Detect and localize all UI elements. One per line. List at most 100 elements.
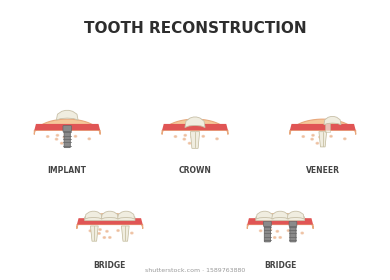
FancyBboxPatch shape bbox=[264, 225, 271, 242]
Circle shape bbox=[106, 230, 108, 232]
Point bbox=[287, 232, 292, 235]
Text: shutterstock.com · 1589763880: shutterstock.com · 1589763880 bbox=[145, 268, 245, 273]
Circle shape bbox=[194, 142, 196, 144]
Circle shape bbox=[319, 136, 321, 138]
Circle shape bbox=[269, 229, 271, 230]
Circle shape bbox=[276, 230, 278, 232]
Circle shape bbox=[202, 136, 204, 137]
Circle shape bbox=[287, 230, 290, 231]
Circle shape bbox=[183, 138, 186, 140]
Circle shape bbox=[109, 237, 111, 238]
Polygon shape bbox=[121, 226, 129, 241]
Polygon shape bbox=[290, 124, 356, 130]
Point bbox=[294, 228, 299, 232]
Point bbox=[287, 238, 292, 242]
Point bbox=[269, 228, 273, 232]
Polygon shape bbox=[185, 117, 205, 127]
Polygon shape bbox=[77, 213, 143, 229]
Circle shape bbox=[302, 136, 305, 137]
FancyBboxPatch shape bbox=[290, 225, 296, 242]
Point bbox=[294, 238, 299, 242]
Point bbox=[294, 225, 299, 228]
Point bbox=[262, 228, 266, 232]
Point bbox=[69, 137, 73, 141]
Circle shape bbox=[188, 143, 191, 144]
Polygon shape bbox=[90, 226, 98, 241]
Polygon shape bbox=[190, 132, 200, 148]
Circle shape bbox=[46, 136, 49, 137]
Circle shape bbox=[322, 142, 324, 144]
Polygon shape bbox=[319, 132, 327, 147]
Point bbox=[287, 225, 292, 228]
Text: CROWN: CROWN bbox=[179, 166, 211, 175]
Point bbox=[287, 235, 292, 238]
Polygon shape bbox=[162, 124, 228, 130]
Circle shape bbox=[311, 138, 313, 140]
Polygon shape bbox=[162, 119, 228, 134]
Circle shape bbox=[74, 136, 77, 137]
Point bbox=[69, 144, 73, 147]
Point bbox=[61, 131, 66, 134]
Circle shape bbox=[88, 138, 90, 140]
Circle shape bbox=[268, 233, 271, 234]
FancyBboxPatch shape bbox=[64, 131, 70, 148]
Text: TOOTH RECONSTRUCTION: TOOTH RECONSTRUCTION bbox=[84, 21, 306, 36]
Point bbox=[69, 131, 73, 134]
Circle shape bbox=[312, 134, 314, 136]
Polygon shape bbox=[290, 119, 356, 134]
FancyBboxPatch shape bbox=[256, 217, 305, 221]
Circle shape bbox=[56, 134, 58, 136]
Point bbox=[269, 232, 273, 235]
Text: IMPLANT: IMPLANT bbox=[48, 166, 87, 175]
Circle shape bbox=[117, 230, 119, 231]
Point bbox=[61, 134, 66, 137]
Point bbox=[262, 225, 266, 228]
Point bbox=[61, 137, 66, 141]
Polygon shape bbox=[324, 116, 341, 125]
Point bbox=[269, 238, 273, 242]
Circle shape bbox=[89, 230, 91, 232]
Polygon shape bbox=[77, 218, 143, 225]
Circle shape bbox=[279, 237, 282, 238]
Text: BRIDGE: BRIDGE bbox=[264, 261, 296, 270]
Point bbox=[69, 134, 73, 137]
FancyBboxPatch shape bbox=[63, 126, 71, 132]
Circle shape bbox=[55, 138, 58, 140]
FancyBboxPatch shape bbox=[85, 217, 135, 221]
FancyBboxPatch shape bbox=[264, 221, 271, 227]
Circle shape bbox=[259, 230, 262, 232]
Polygon shape bbox=[256, 211, 273, 219]
Circle shape bbox=[301, 232, 303, 234]
Point bbox=[287, 228, 292, 232]
Point bbox=[61, 141, 66, 144]
Point bbox=[262, 235, 266, 238]
Point bbox=[61, 144, 66, 147]
Circle shape bbox=[99, 229, 101, 230]
Circle shape bbox=[191, 136, 193, 138]
Circle shape bbox=[131, 232, 133, 234]
Text: BRIDGE: BRIDGE bbox=[94, 261, 126, 270]
Circle shape bbox=[184, 134, 186, 136]
Circle shape bbox=[60, 143, 63, 144]
Circle shape bbox=[174, 136, 177, 137]
Point bbox=[294, 235, 299, 238]
Circle shape bbox=[98, 233, 100, 234]
Point bbox=[294, 232, 299, 235]
Polygon shape bbox=[287, 211, 304, 219]
Point bbox=[262, 232, 266, 235]
Circle shape bbox=[344, 138, 346, 140]
Polygon shape bbox=[272, 211, 289, 219]
Point bbox=[269, 225, 273, 228]
Polygon shape bbox=[325, 123, 330, 132]
Polygon shape bbox=[34, 119, 100, 134]
Polygon shape bbox=[34, 124, 100, 130]
Polygon shape bbox=[117, 211, 135, 219]
Point bbox=[69, 141, 73, 144]
Point bbox=[262, 238, 266, 242]
Point bbox=[269, 235, 273, 238]
Text: VENEER: VENEER bbox=[306, 166, 340, 175]
Circle shape bbox=[216, 138, 218, 140]
Circle shape bbox=[63, 136, 66, 138]
Polygon shape bbox=[101, 211, 118, 219]
FancyBboxPatch shape bbox=[289, 221, 297, 227]
